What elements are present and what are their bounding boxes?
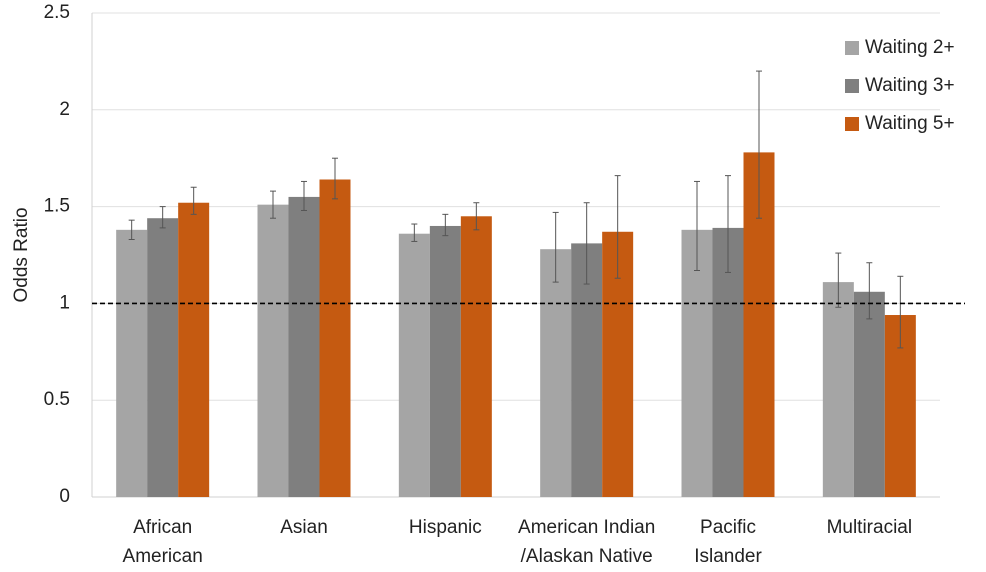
x-tick-label: Islander (694, 546, 762, 567)
y-tick-label: 2 (59, 99, 70, 120)
error-bar (897, 275, 904, 349)
legend-swatch (845, 41, 859, 55)
x-tick-label: Multiracial (827, 517, 913, 538)
error-bar (756, 70, 762, 219)
error-bar (694, 180, 700, 271)
bar (540, 249, 572, 497)
x-tick-label: American (123, 546, 203, 567)
x-tick-label: Hispanic (409, 517, 482, 538)
bar (288, 196, 320, 498)
bar (460, 216, 492, 497)
y-tick-label: 0.5 (44, 389, 70, 410)
bar (319, 179, 351, 497)
legend-label: Waiting 3+ (865, 75, 955, 96)
bar (398, 233, 430, 498)
error-bar (614, 175, 621, 279)
bar (853, 291, 885, 497)
y-tick-label: 0 (59, 486, 70, 507)
error-bar (332, 157, 338, 200)
error-bar (301, 180, 307, 211)
bar (147, 218, 179, 497)
y-axis-label: Odds Ratio (11, 207, 32, 302)
y-tick-label: 1 (59, 292, 70, 313)
error-bar (866, 262, 873, 320)
error-bar (473, 202, 480, 231)
bar (178, 202, 210, 497)
bar (116, 229, 148, 497)
x-tick-label: Asian (280, 517, 328, 538)
error-bar (442, 213, 449, 237)
error-bar (583, 202, 590, 285)
legend-label: Waiting 2+ (865, 37, 955, 58)
error-bar (159, 206, 166, 229)
error-bar (190, 186, 197, 215)
error-bar (128, 219, 135, 241)
x-tick-label: Pacific (700, 517, 756, 538)
error-bar (270, 190, 276, 219)
error-bar (835, 252, 842, 308)
error-bar (411, 223, 418, 242)
legend-swatch (845, 79, 859, 93)
error-bar (552, 211, 559, 283)
x-tick-label: American Indian (518, 517, 655, 538)
y-tick-label: 1.5 (44, 196, 70, 217)
legend-label: Waiting 5+ (865, 113, 955, 134)
legend-swatch (845, 117, 859, 131)
x-tick-label: African (133, 517, 192, 538)
bar (429, 225, 461, 497)
x-tick-label: /Alaskan Native (521, 546, 653, 567)
bar (681, 229, 713, 497)
bar (571, 243, 603, 497)
y-tick-label: 2.5 (44, 2, 70, 23)
error-bar (725, 175, 731, 273)
bar (257, 204, 289, 497)
bar (822, 282, 854, 497)
